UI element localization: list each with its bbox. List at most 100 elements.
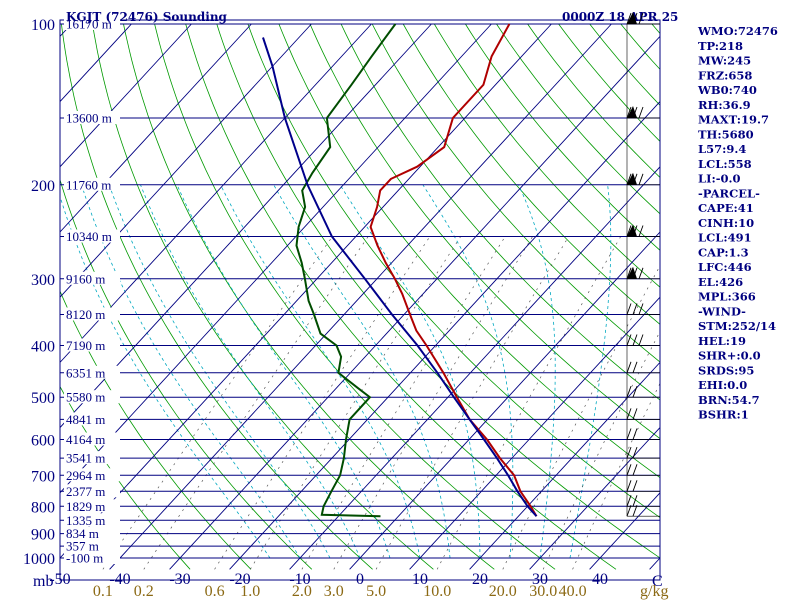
wind-barb-feather: [626, 495, 632, 507]
height-label-bg: [64, 412, 120, 426]
wind-barb-feather: [632, 386, 638, 398]
pressure-label: 600: [31, 433, 55, 450]
stability-index-value: WB0:740: [697, 83, 757, 97]
temperature-tick-label: -10: [289, 571, 310, 588]
mixing-ratio-label: 0.6: [205, 583, 225, 600]
isotherm: [349, 231, 660, 570]
stability-index-value: BSHR:1: [698, 408, 749, 422]
dry-adiabat: [309, 23, 660, 440]
height-label: 3541 m: [66, 451, 105, 466]
stability-index-value: SRDS:95: [698, 363, 754, 377]
wind-barb-feather: [626, 446, 632, 459]
height-label-bg: [64, 432, 120, 446]
height-label-bg: [64, 338, 120, 352]
wind-barb-feather: [626, 173, 632, 185]
wind-barb-feather: [632, 428, 638, 440]
isotherm: [60, 23, 432, 429]
temperature-tick-label: -20: [229, 571, 250, 588]
wind-barb: [626, 334, 660, 346]
stability-index-value: LFC:446: [698, 260, 752, 274]
wind-barb-feather: [626, 334, 632, 346]
height-label: 5580 m: [66, 390, 105, 405]
dry-adiabat: [527, 23, 660, 178]
isotherm: [60, 23, 552, 559]
dry-adiabat: [247, 23, 660, 519]
stability-index-value: CAPE:41: [698, 201, 754, 215]
height-label: 13600 m: [66, 111, 112, 126]
mixing-ratio-line: [502, 265, 660, 570]
dry-adiabat: [433, 23, 660, 288]
height-label: 4841 m: [66, 412, 105, 427]
stability-index-value: BRN:54.7: [698, 393, 760, 407]
temperature-tick-label: 10: [412, 571, 428, 588]
wind-barb-feather: [626, 267, 632, 279]
sounding-time: 0000Z 18 APR 25: [562, 10, 678, 24]
dry-adiabat: [402, 23, 660, 325]
height-label-bg: [64, 17, 120, 30]
stability-index-value: L57:9.4: [698, 142, 746, 156]
wind-barb-feather: [632, 361, 638, 373]
wind-barb: [626, 106, 660, 119]
wind-barb-feather: [626, 12, 632, 25]
wind-barb-feather: [626, 428, 632, 440]
mixing-ratio-label: 30.0: [529, 583, 557, 600]
wind-barb-pennant: [627, 224, 637, 237]
dry-adiabat: [465, 23, 660, 251]
stability-index-value: MW:245: [698, 54, 751, 68]
mixing-ratio-line: [542, 330, 660, 570]
wind-barb-feather: [626, 225, 632, 237]
stability-index-value: EL:426: [698, 275, 743, 289]
wind-barb-pennant: [627, 106, 637, 118]
wind-barb-feather: [638, 267, 644, 279]
stability-index-value: MAXT:19.7: [698, 113, 769, 127]
height-label: 2377 m: [66, 484, 105, 499]
wind-barb-feather: [632, 505, 638, 517]
height-label-bg: [64, 111, 120, 124]
height-label: 6351 m: [66, 365, 105, 380]
mixing-ratio-label: 0.1: [93, 583, 113, 600]
stability-indices: WMO:72476TP:218MW:245FRZ:658WB0:740RH:36…: [697, 24, 778, 422]
mixing-ratio-line: [250, 236, 461, 570]
dry-adiabat: [371, 23, 660, 363]
wind-barb-feather: [626, 106, 632, 119]
pressure-label: 500: [31, 390, 55, 407]
wind-barb-feather: [638, 303, 644, 315]
mixing-ratio-unit: g/kg: [640, 583, 668, 600]
dry-adiabat: [154, 23, 556, 570]
wind-barb: [626, 386, 660, 398]
temperature-tick-label: -30: [169, 571, 190, 588]
wind-barb-feather: [632, 480, 638, 492]
stability-index-value: TP:218: [698, 39, 743, 53]
temperature-tick-label: -40: [109, 571, 130, 588]
isotherm: [409, 296, 660, 570]
wind-barb: [626, 408, 660, 420]
height-label: 357 m: [66, 539, 99, 554]
stability-index-value: FRZ:658: [698, 68, 752, 82]
height-label: 7190 m: [66, 338, 105, 353]
height-label: 16170 m: [66, 17, 112, 32]
wind-barb-pennant: [627, 172, 637, 185]
moist-adiabat: [140, 184, 361, 559]
height-label: 2964 m: [66, 468, 105, 483]
wind-barbs: [626, 12, 660, 517]
wind-barb-feather: [626, 361, 632, 373]
wind-barb-feather: [638, 12, 644, 25]
parcel-trace: [262, 37, 538, 517]
wind-barb-feather: [638, 225, 644, 237]
wind-barb-feather: [638, 334, 644, 346]
wind-barb-feather: [626, 408, 632, 420]
temperature-unit-corner: C: [652, 573, 663, 590]
mixing-ratio-label: 5.0: [366, 583, 386, 600]
isotherm: [469, 361, 660, 570]
mixing-ratio-label: 3.0: [324, 583, 344, 600]
wind-barb: [626, 505, 660, 517]
wind-barb: [626, 172, 660, 186]
mixing-ratio-line: [436, 236, 622, 570]
height-label-bg: [64, 229, 120, 243]
isotherm: [109, 23, 612, 570]
stability-index-value: CINH:10: [698, 216, 754, 230]
wind-barb-feather: [626, 480, 632, 492]
stability-index-value: -PARCEL-: [698, 186, 760, 200]
temperature-tick-label: -50: [49, 571, 70, 588]
